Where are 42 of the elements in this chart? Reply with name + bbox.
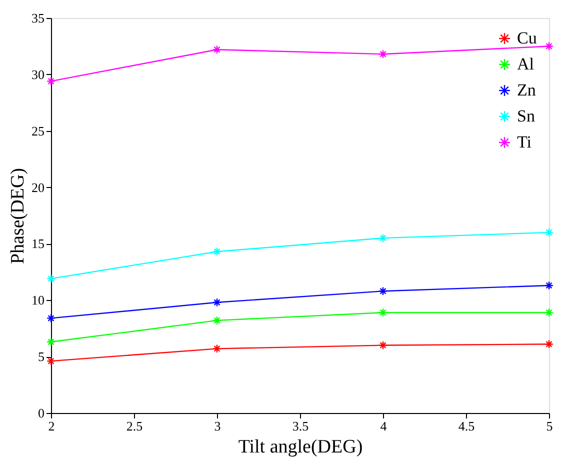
y-tick-label: 15 [32, 236, 44, 252]
y-tick-label: 25 [32, 123, 44, 138]
point [212, 344, 222, 354]
legend-label: Ti [517, 132, 532, 152]
x-tick-label: 4 [380, 418, 388, 434]
y-tick-label: 10 [32, 292, 44, 308]
y-tick-label: 5 [38, 349, 44, 364]
legend-label: Sn [517, 106, 536, 126]
y-tick-label: 35 [32, 10, 44, 26]
x-tick-label: 3.5 [292, 418, 309, 434]
y-tick-label: 0 [38, 406, 44, 420]
y-tick-label: 30 [32, 66, 44, 82]
point [544, 228, 554, 237]
x-tick-label: 5 [546, 418, 553, 434]
point [378, 308, 388, 318]
point [212, 298, 222, 307]
x-tick-label: 2 [48, 418, 55, 434]
point [544, 308, 554, 318]
x-tick-label: 2.5 [126, 418, 143, 434]
y-tick-label: 20 [32, 180, 44, 195]
legend-label: Al [517, 54, 534, 74]
point [212, 247, 222, 256]
point [544, 42, 554, 51]
point [212, 316, 222, 325]
point [378, 50, 388, 59]
y-axis-title: Phase(DEG) [8, 168, 28, 264]
x-tick-label: 4.5 [458, 418, 475, 434]
point [46, 356, 56, 366]
point [544, 281, 554, 290]
point [544, 340, 554, 349]
x-tick-label: 3 [214, 418, 221, 434]
point [46, 337, 56, 346]
point [378, 340, 388, 350]
point [46, 274, 56, 284]
legend-label: Cu [517, 28, 538, 48]
x-axis-title: Tilt angle(DEG) [238, 436, 363, 458]
point [378, 234, 388, 243]
point [212, 45, 222, 54]
legend-label: Zn [517, 80, 536, 100]
point [46, 76, 56, 86]
point [46, 314, 56, 323]
point [378, 286, 388, 296]
